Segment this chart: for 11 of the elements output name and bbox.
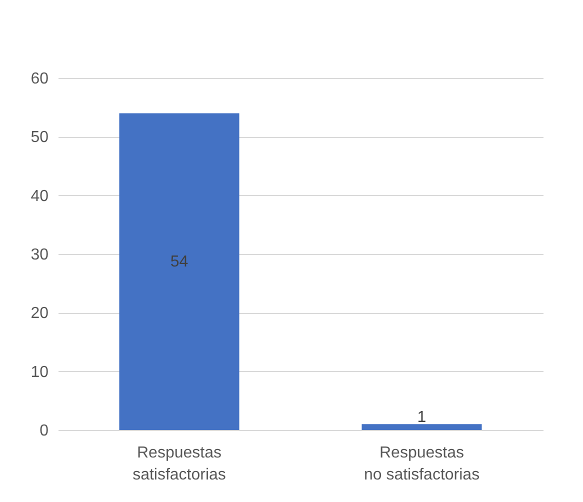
y-tick-label: 30: [30, 246, 49, 264]
x-tick-label: Respuestas satisfactorias: [132, 444, 226, 484]
x-tick-label: Respuestas no satisfactorias: [364, 444, 480, 484]
data-label: 1: [417, 409, 426, 426]
data-label: 54: [170, 254, 188, 271]
y-tick-label: 20: [30, 305, 49, 322]
y-tick-label: 60: [30, 70, 49, 88]
y-tick-label: 50: [30, 129, 49, 146]
y-tick-label: 0: [40, 422, 49, 440]
y-tick-label: 40: [30, 188, 49, 205]
y-tick-label: 10: [30, 364, 49, 381]
